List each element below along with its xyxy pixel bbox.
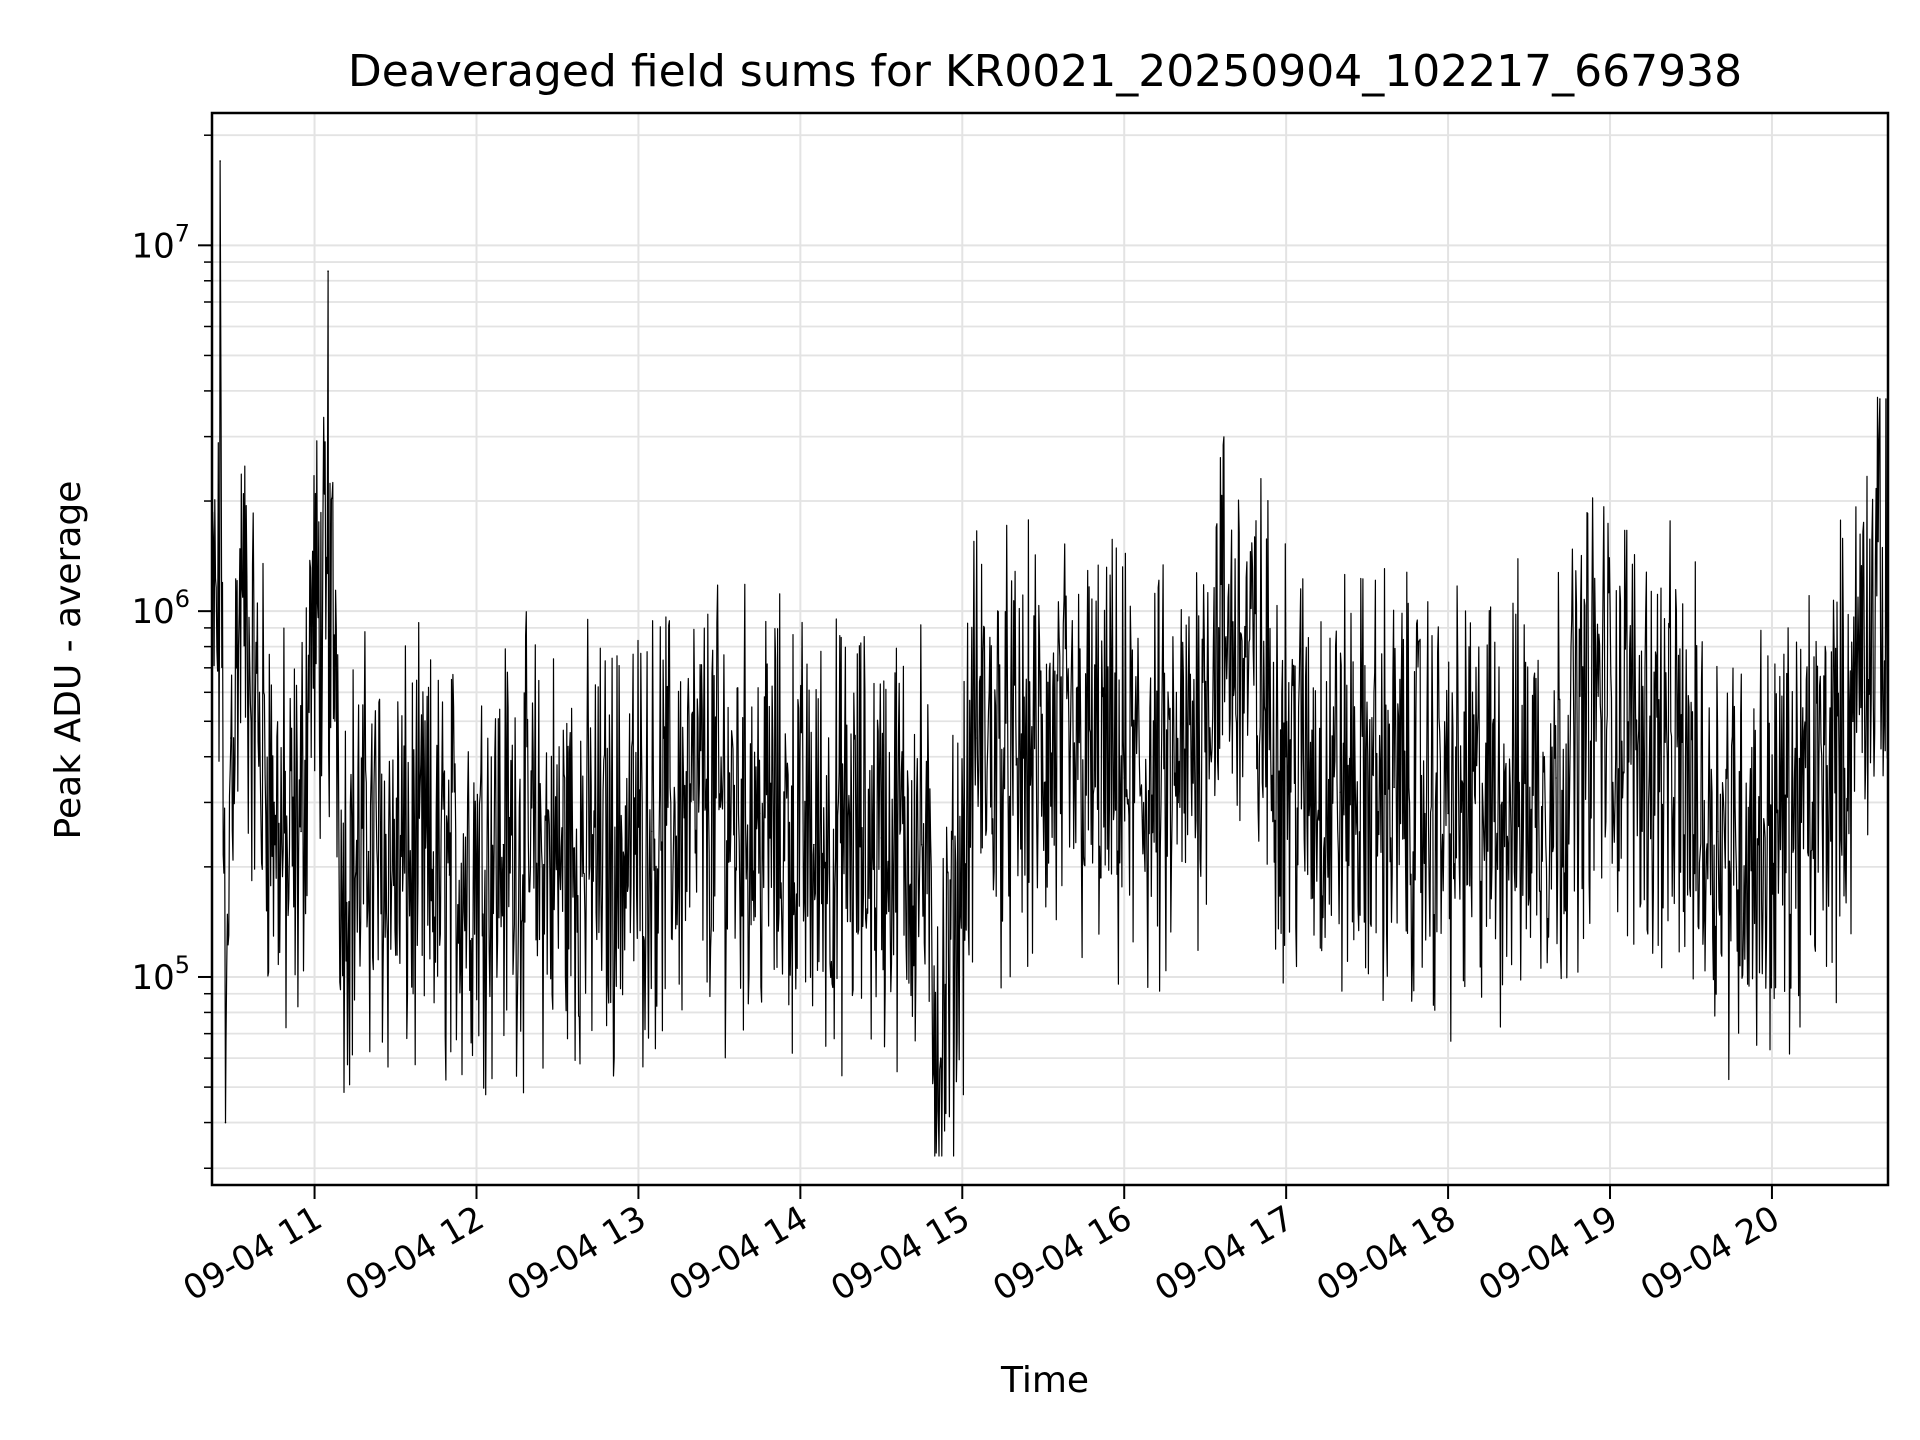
data-point: [273, 801, 275, 804]
data-point: [1757, 843, 1760, 846]
data-point: [1339, 791, 1341, 793]
series-layer: [211, 160, 1889, 1157]
data-point: [1501, 801, 1503, 804]
data-point: [1852, 720, 1854, 723]
data-point: [219, 160, 221, 162]
data-point: [556, 858, 559, 860]
data-point: [224, 1121, 227, 1124]
data-point: [759, 812, 761, 815]
data-point: [1244, 656, 1247, 658]
data-point: [367, 850, 370, 853]
data-point: [327, 270, 329, 272]
data-point: [448, 874, 451, 876]
data-point: [880, 837, 883, 839]
data-point: [235, 667, 238, 669]
data-point: [340, 866, 343, 868]
data-point: [1285, 755, 1287, 758]
data-point: [1393, 786, 1395, 789]
data-point: [1595, 691, 1598, 694]
data-point: [705, 801, 707, 804]
data-point: [254, 720, 256, 723]
data-point: [300, 830, 302, 833]
x-axis-label: Time: [1000, 1360, 1089, 1401]
data-point: [502, 843, 505, 846]
data-point: [408, 866, 410, 868]
data-point: [1177, 801, 1179, 804]
data-point: [230, 737, 232, 739]
data-point: [1555, 777, 1557, 779]
series-line: [211, 160, 1889, 1157]
y-tick-label: 105: [131, 951, 190, 998]
data-point: [1811, 801, 1814, 804]
y-axis-label: Peak ADU - average: [48, 481, 89, 840]
data-point: [1015, 764, 1018, 766]
data-point: [286, 866, 289, 868]
data-point: [1069, 755, 1072, 758]
y-tick-label: 106: [131, 585, 190, 632]
data-point: [939, 1057, 942, 1059]
y-axis: 105 106 107: [131, 134, 212, 1170]
data-point: [1123, 777, 1126, 779]
data-point: [974, 737, 977, 739]
data-point: [651, 830, 653, 833]
y-tick-label: 107: [131, 219, 190, 266]
data-point: [1217, 627, 1220, 629]
data-point: [1663, 755, 1665, 758]
data-point: [813, 843, 815, 846]
data-point: [240, 581, 243, 583]
data-point: [1879, 398, 1881, 400]
data-point: [610, 850, 613, 853]
chart-title: Deaveraged field sums for KR0021_2025090…: [348, 46, 1742, 97]
plot-frame: [210, 111, 1890, 1187]
data-point: [921, 843, 923, 846]
data-point: [1717, 830, 1719, 833]
data-point: [1447, 812, 1449, 815]
